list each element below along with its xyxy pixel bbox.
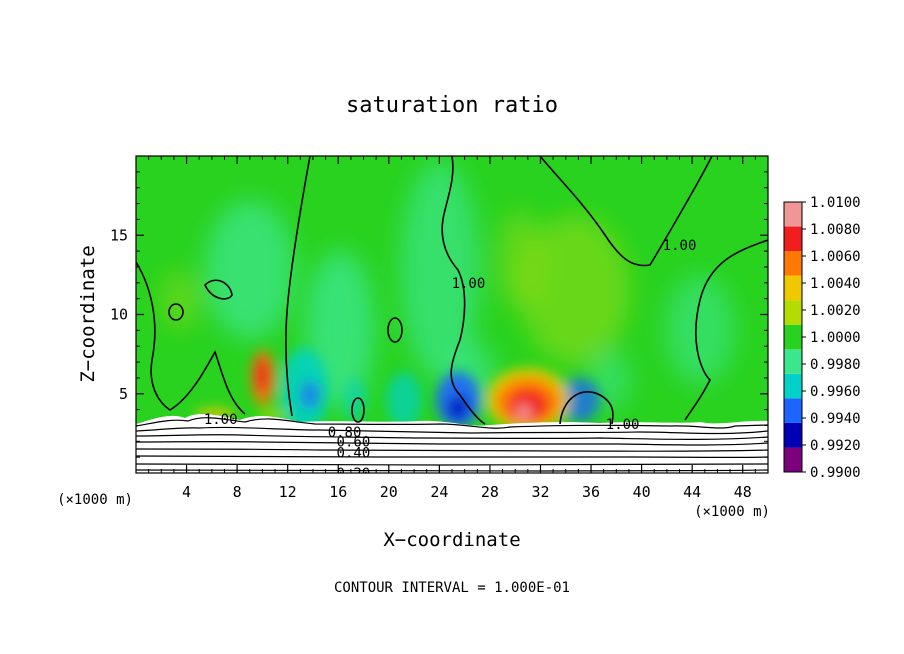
colorbar-label: 0.9980	[810, 357, 861, 373]
chart-title: saturation ratio	[346, 93, 558, 118]
contour-1.00-bump	[559, 391, 614, 425]
x-tick-label: 20	[380, 483, 398, 501]
contour-interval-note: CONTOUR INTERVAL = 1.000E-01	[334, 580, 570, 596]
x-axis-label: X−coordinate	[383, 529, 520, 551]
colorbar-label: 0.9940	[810, 411, 861, 427]
x-tick-label: 36	[582, 483, 600, 501]
contour-1.00-left	[136, 261, 246, 415]
field-anomaly-layer	[195, 348, 600, 432]
colorbar-label: 1.0000	[810, 330, 861, 346]
colorbar-label: 1.0060	[810, 249, 861, 265]
x-tick-label: 4	[182, 483, 191, 501]
y-axis: 5 10 15	[110, 171, 768, 458]
x-tick-label: 40	[633, 483, 651, 501]
x-tick-label: 32	[531, 483, 549, 501]
colorbar-label: 0.9900	[810, 465, 861, 481]
contour-1.00-right-lower	[684, 239, 768, 421]
colorbar-label: 0.9960	[810, 384, 861, 400]
x-tick-label: 16	[329, 483, 347, 501]
colorbar-swatch	[784, 373, 802, 399]
contour-1.00-loop	[351, 397, 365, 423]
colorbar-swatch	[784, 422, 802, 448]
contour-labels: 1.00 1.00 1.00 1.00 0.800.600.40 0.20	[204, 238, 697, 482]
colorbar-label: 0.9920	[810, 438, 861, 454]
contour-1.00-loop	[204, 279, 233, 300]
colorbar-swatch	[784, 300, 802, 325]
contour-label: 1.00	[606, 417, 640, 433]
contour-label: 1.00	[204, 412, 238, 428]
contour-1.00-right-upper	[539, 156, 713, 267]
colorbar: 0.9900 0.9920 0.9940 0.9960 0.9980 1.0000 1.00…	[783, 195, 861, 481]
colorbar-swatch	[784, 275, 802, 301]
x-axis-unit-label: (×1000 m)	[694, 504, 770, 520]
contour-1.00-main-left	[285, 156, 311, 417]
colorbar-label: 1.0040	[810, 276, 861, 292]
colorbar-swatch	[784, 349, 802, 374]
colorbar-swatch	[784, 202, 802, 227]
colorbar-label: 1.0020	[810, 303, 861, 319]
colorbar-swatch	[784, 324, 802, 350]
colorbar-swatch	[784, 251, 802, 276]
colorbar-swatch	[784, 226, 802, 252]
contour-label: 0.60	[337, 434, 371, 450]
y-tick-label: 10	[110, 306, 128, 324]
colorbar-swatch	[784, 447, 802, 472]
x-tick-label: 28	[481, 483, 499, 501]
x-tick-label: 48	[734, 483, 752, 501]
plot-area: 1.001.001.001.000.800.600.400.20 4 8 12 16 2…	[110, 155, 769, 501]
contour-1.00-loop	[168, 303, 184, 321]
contour-lines	[136, 156, 768, 425]
y-tick-label: 15	[110, 226, 128, 244]
contour-label: 1.00	[663, 238, 697, 254]
contour-label: 1.00	[452, 276, 486, 292]
colorbar-swatch	[784, 398, 802, 423]
y-tick-label: 5	[119, 385, 128, 403]
terrain-band	[136, 414, 768, 473]
colorbar-label: 1.0080	[810, 222, 861, 238]
x-origin-unit-label: (×1000 m)	[57, 492, 133, 508]
contour-label: 0.20	[337, 466, 371, 482]
contour-label: 0.80	[328, 425, 362, 441]
contour-1.00-mid	[441, 156, 486, 425]
x-axis: 4 8 12 16 20 24 28 32 36 40 44 48	[148, 156, 756, 501]
y-axis-label: Z−coordinate	[77, 245, 99, 382]
contour-1.00-loop	[387, 317, 403, 343]
x-tick-label: 24	[430, 483, 448, 501]
colorbar-label: 1.0100	[810, 195, 861, 211]
contour-label: 0.40	[337, 445, 371, 461]
x-tick-label: 44	[683, 483, 701, 501]
x-tick-label: 8	[233, 483, 242, 501]
x-tick-label: 12	[279, 483, 297, 501]
